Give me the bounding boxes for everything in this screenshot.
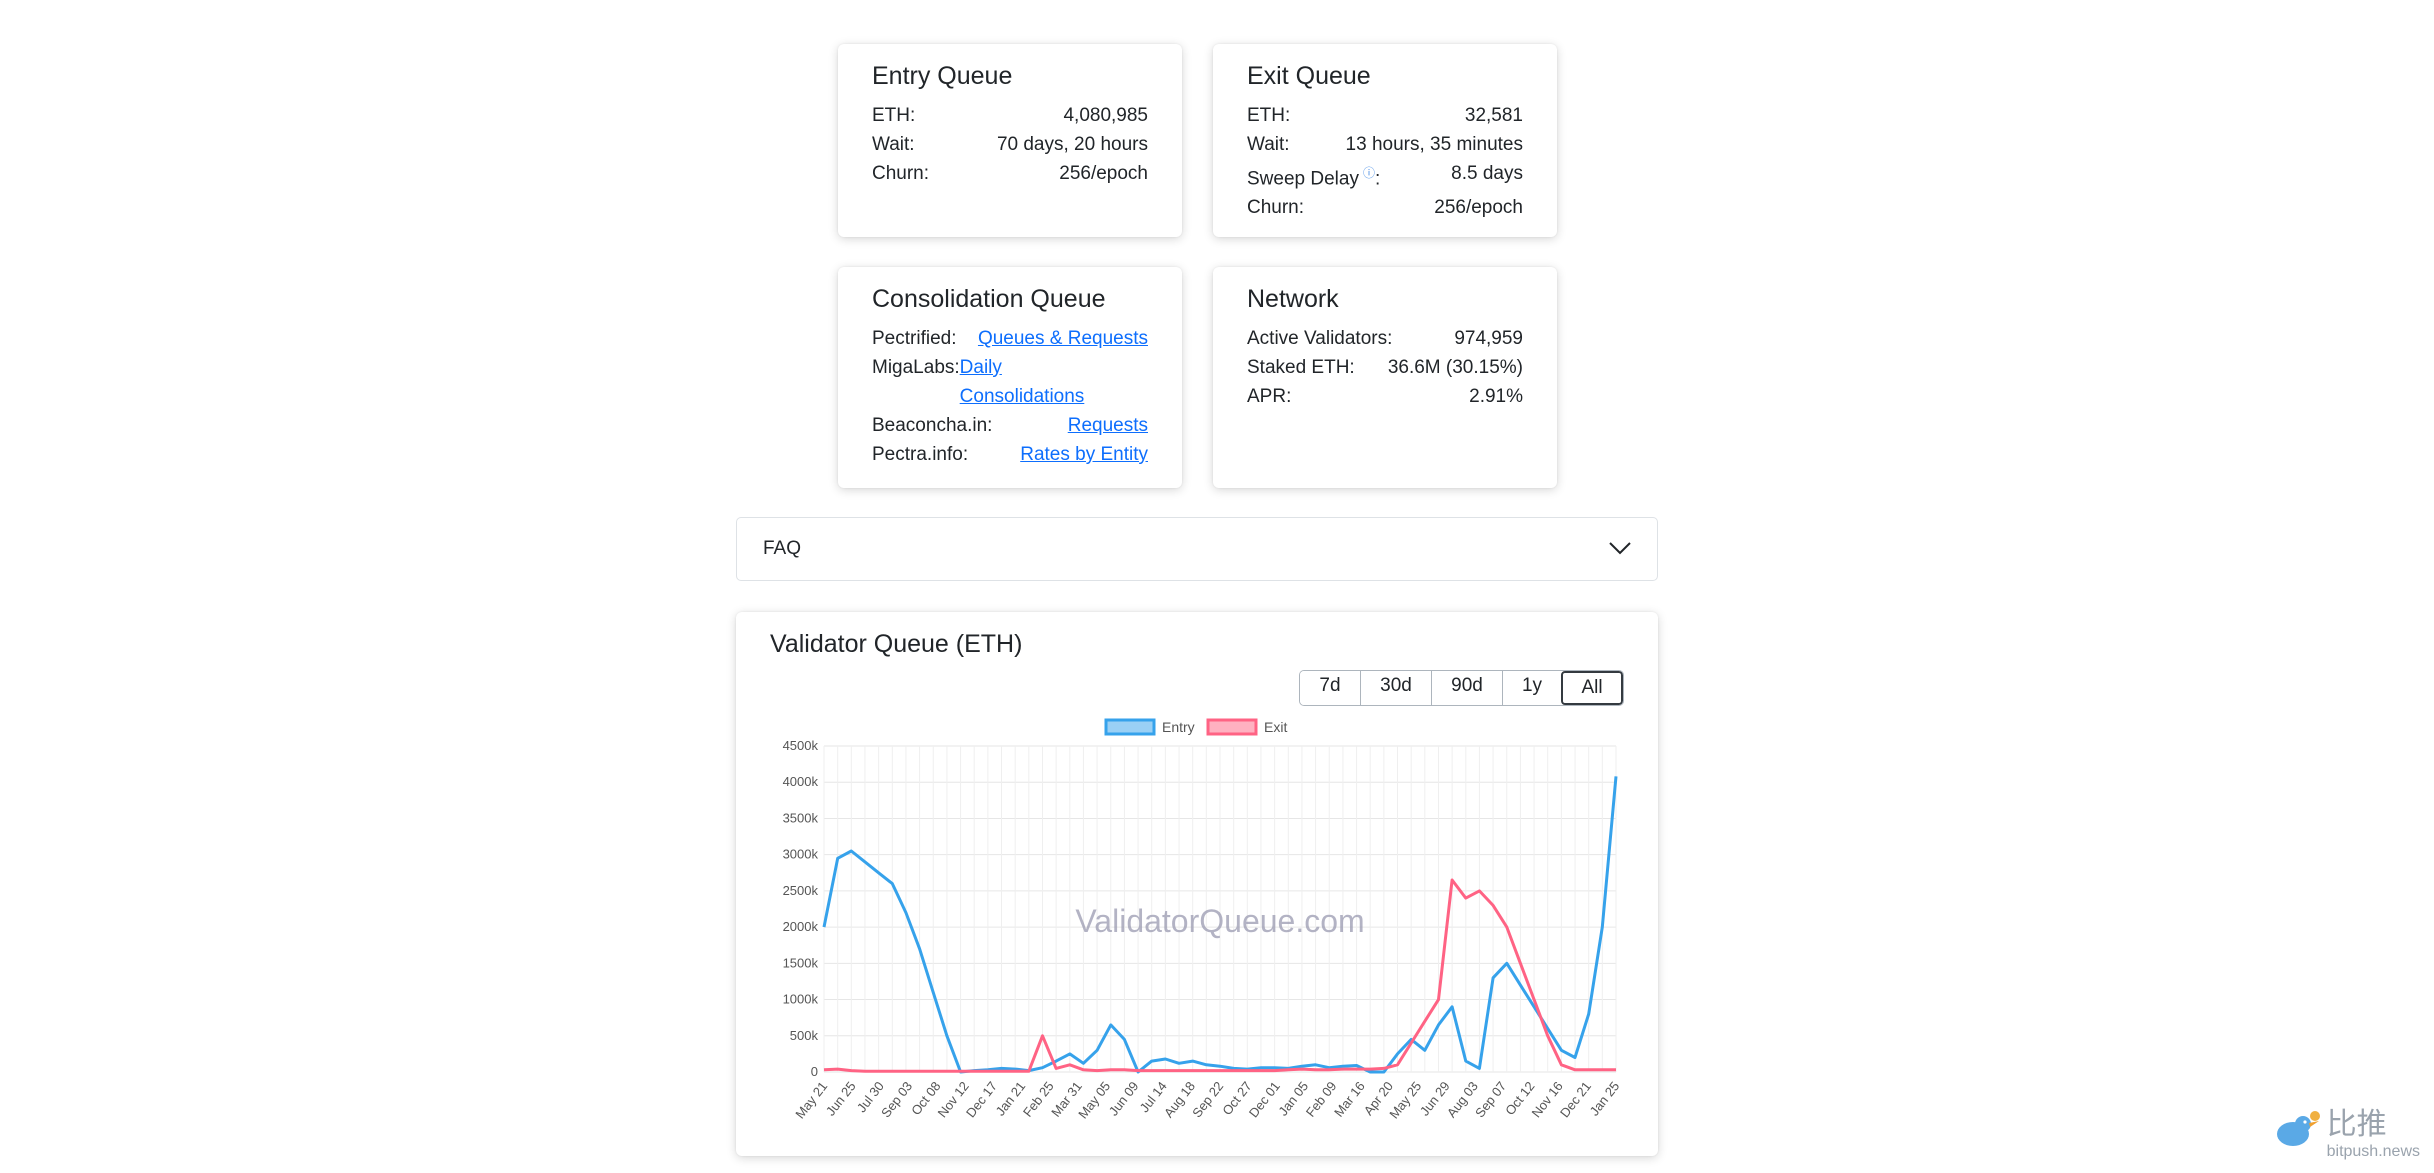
exit-churn-label: Churn:: [1247, 197, 1305, 219]
y-tick-label: 500k: [790, 1028, 819, 1043]
staked-eth-value: 36.6M (30.15%): [1387, 357, 1523, 378]
entry-eth-value: 4,080,985: [1063, 105, 1148, 126]
queues-requests-link[interactable]: Queues & Requests: [977, 328, 1148, 349]
consolidation-row: Pectra.info: Rates by Entity: [872, 440, 1148, 469]
legend-label-exit: Exit: [1264, 719, 1287, 735]
validator-queue-chart-card: Validator Queue (ETH) 7d 30d 90d 1y All …: [736, 612, 1658, 1156]
y-tick-label: 3000k: [783, 847, 819, 862]
legend-swatch-exit: [1206, 718, 1258, 736]
entry-wait-row: Wait: 70 days, 20 hours: [872, 130, 1148, 159]
staked-eth-row: Staked ETH: 36.6M (30.15%): [1247, 353, 1523, 382]
exit-eth-row: ETH: 32,581: [1247, 101, 1523, 130]
beaconchain-label: Beaconcha.in:: [872, 415, 993, 436]
pectrified-label: Pectrified:: [872, 328, 957, 349]
x-tick-label: Jun 25: [823, 1079, 859, 1119]
rates-by-entity-link[interactable]: Rates by Entity: [1020, 444, 1148, 465]
consolidation-row: Pectrified: Queues & Requests: [872, 324, 1148, 353]
entry-queue-title: Entry Queue: [872, 62, 1013, 90]
apr-value: 2.91%: [1469, 386, 1523, 407]
apr-row: APR: 2.91%: [1247, 382, 1523, 411]
x-tick-label: Dec 17: [963, 1079, 1000, 1121]
active-validators-row: Active Validators: 974,959: [1247, 324, 1523, 353]
watermark-url-text: bitpush.news: [2326, 1143, 2420, 1160]
chart-title: Validator Queue (ETH): [770, 630, 1023, 658]
pectra-info-label: Pectra.info:: [872, 444, 969, 465]
requests-link[interactable]: Requests: [1067, 415, 1148, 436]
bird-logo-icon: [2276, 1111, 2320, 1146]
x-tick-label: Sep 22: [1189, 1079, 1226, 1121]
consolidation-queue-card: Consolidation Queue Pectrified: Queues & …: [838, 267, 1182, 488]
y-tick-label: 4000k: [783, 774, 819, 789]
exit-sweep-label: Sweep Delay: [1247, 168, 1359, 190]
legend-label-entry: Entry: [1162, 719, 1195, 735]
consolidation-row: Beaconcha.in: Requests: [872, 411, 1148, 440]
exit-eth-value: 32,581: [1464, 105, 1523, 126]
entry-churn-value: 256/epoch: [1059, 163, 1148, 184]
entry-queue-card: Entry Queue ETH: 4,080,985 Wait: 70 days, …: [838, 44, 1182, 237]
entry-eth-label: ETH:: [872, 105, 916, 126]
info-icon[interactable]: ⓘ: [1362, 166, 1375, 180]
range-1y-button[interactable]: 1y: [1502, 671, 1561, 705]
exit-sweep-row: Sweep Delay ⓘ: 8.5 days: [1247, 159, 1523, 193]
entry-eth-row: ETH: 4,080,985: [872, 101, 1148, 130]
daily-consolidations-link[interactable]: Daily Consolidations: [959, 357, 1085, 407]
x-tick-label: Sep 03: [878, 1079, 915, 1121]
range-7d-button[interactable]: 7d: [1300, 671, 1360, 705]
series-line-exit: [823, 878, 1616, 1073]
y-tick-label: 2500k: [783, 883, 819, 898]
exit-wait-row: Wait: 13 hours, 35 minutes: [1247, 130, 1523, 159]
y-tick-label: 4500k: [783, 738, 819, 753]
x-tick-label: Jun 09: [1106, 1079, 1142, 1119]
y-tick-label: 3500k: [783, 810, 819, 825]
consolidation-queue-title: Consolidation Queue: [872, 285, 1106, 313]
chart-watermark: ValidatorQueue.com: [1075, 903, 1364, 939]
exit-churn-value: 256/epoch: [1434, 197, 1523, 219]
exit-churn-row: Churn: 256/epoch: [1247, 193, 1523, 222]
range-selector: 7d 30d 90d 1y All: [1299, 670, 1624, 706]
x-tick-label: Mar 16: [1331, 1079, 1368, 1120]
entry-churn-label: Churn:: [872, 163, 930, 184]
watermark-cn-text: 比推: [2326, 1107, 2387, 1142]
range-all-button[interactable]: All: [1561, 671, 1623, 705]
consolidation-row: MigaLabs: Daily Consolidations: [872, 353, 1148, 411]
migalabs-label: MigaLabs:: [872, 357, 960, 378]
entry-wait-label: Wait:: [872, 134, 915, 155]
exit-queue-card: Exit Queue ETH: 32,581 Wait: 13 hours, 35 …: [1213, 44, 1557, 237]
exit-eth-label: ETH:: [1247, 105, 1291, 126]
y-tick-label: 2000k: [783, 919, 819, 934]
y-tick-label: 1500k: [783, 955, 819, 970]
y-tick-label: 0: [811, 1064, 818, 1079]
x-tick-label: Jan 25: [1587, 1079, 1623, 1119]
network-title: Network: [1247, 285, 1339, 313]
legend-swatch-entry: [1104, 718, 1156, 736]
x-tick-label: Dec 21: [1557, 1079, 1594, 1121]
range-30d-button[interactable]: 30d: [1360, 671, 1431, 705]
active-validators-label: Active Validators:: [1247, 328, 1393, 349]
faq-label: FAQ: [763, 538, 802, 559]
range-90d-button[interactable]: 90d: [1431, 671, 1502, 705]
apr-label: APR:: [1247, 386, 1292, 407]
x-tick-label: May 21: [792, 1079, 830, 1122]
bitpush-watermark: 比推 bitpush.news: [2269, 1099, 2420, 1161]
faq-accordion[interactable]: FAQ: [736, 517, 1658, 581]
network-card: Network Active Validators: 974,959 Staked…: [1213, 267, 1557, 488]
series-line-entry: [822, 776, 1618, 1074]
queue-line-chart: 0 500k 1000k 1500k 2000k 2500k 3000k 3500k 4000k…: [783, 718, 1623, 1122]
exit-wait-label: Wait:: [1247, 134, 1290, 155]
exit-wait-value: 13 hours, 35 minutes: [1345, 134, 1523, 155]
exit-sweep-colon: :: [1374, 168, 1381, 190]
exit-queue-title: Exit Queue: [1247, 62, 1371, 90]
active-validators-value: 974,959: [1454, 328, 1523, 349]
entry-churn-row: Churn: 256/epoch: [872, 159, 1148, 188]
y-tick-label: 1000k: [783, 992, 819, 1007]
exit-sweep-value: 8.5 days: [1451, 163, 1523, 184]
chevron-down-icon: [1609, 542, 1631, 555]
staked-eth-label: Staked ETH:: [1247, 357, 1355, 378]
x-tick-label: Dec 01: [1246, 1079, 1283, 1121]
entry-wait-value: 70 days, 20 hours: [996, 134, 1148, 155]
x-tick-label: Sep 07: [1472, 1079, 1509, 1121]
